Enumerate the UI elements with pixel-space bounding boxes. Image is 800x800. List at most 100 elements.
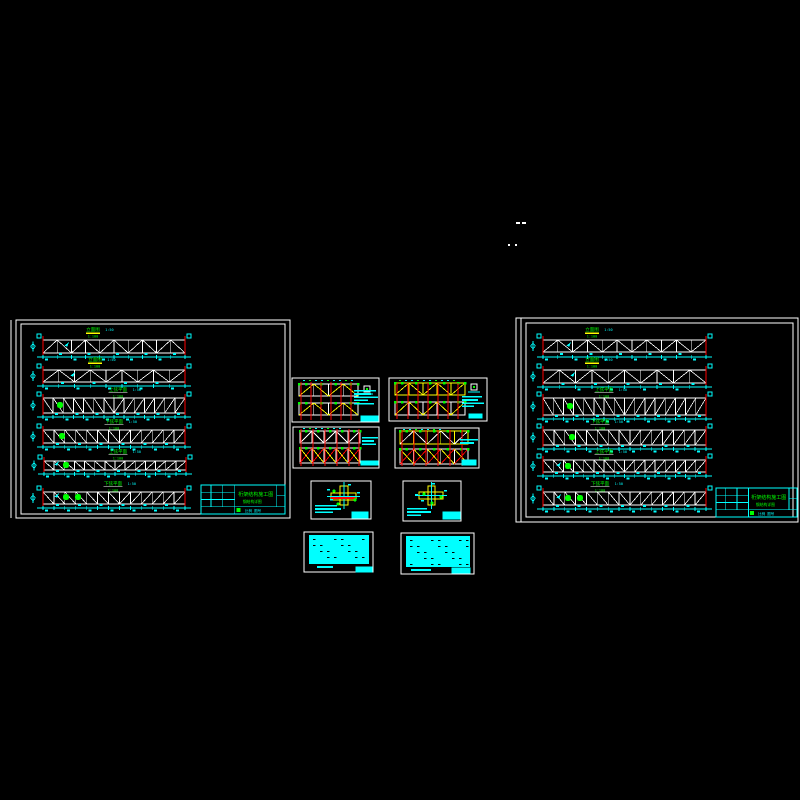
truss-diagonal bbox=[675, 397, 686, 416]
dim-text-blob bbox=[642, 505, 646, 507]
truss-diagonal bbox=[673, 369, 690, 384]
table-cell-text bbox=[431, 540, 434, 542]
truss-diagonal bbox=[607, 369, 625, 384]
dim-text-blob bbox=[176, 509, 180, 512]
dimension-line bbox=[37, 382, 191, 390]
note-line bbox=[407, 514, 421, 516]
panel-border bbox=[394, 427, 480, 469]
truss-diagonal bbox=[141, 491, 153, 505]
truss-diagonal bbox=[624, 459, 635, 473]
node-mark bbox=[56, 401, 64, 409]
corner-mark bbox=[707, 333, 713, 339]
top-annotation bbox=[423, 380, 425, 382]
truss-diagonal bbox=[74, 460, 85, 471]
table-cell-text bbox=[348, 551, 351, 553]
top-annotation bbox=[321, 428, 323, 430]
corner-mark bbox=[536, 423, 542, 429]
truss-diagonal bbox=[71, 339, 86, 354]
truss-diagonal bbox=[53, 460, 65, 471]
truss-diagonal bbox=[164, 397, 176, 414]
top-annotation bbox=[345, 380, 347, 382]
table-cell-text bbox=[438, 540, 441, 542]
table-cell-text bbox=[341, 545, 344, 547]
table-cell-text bbox=[431, 564, 434, 566]
row-sublabel: 1:100 bbox=[599, 395, 610, 399]
truss-diagonal bbox=[603, 459, 615, 473]
dim-text-blob bbox=[593, 383, 597, 385]
gusset-mark bbox=[305, 382, 308, 386]
top-annotation bbox=[435, 380, 437, 382]
truss-diagonal bbox=[624, 369, 642, 384]
gusset-mark bbox=[398, 447, 402, 451]
dim-text-blob bbox=[616, 472, 620, 474]
top-annotation bbox=[405, 380, 407, 382]
dim-text-blob bbox=[693, 358, 697, 361]
dim-text-blob bbox=[631, 450, 635, 453]
dim-text-blob bbox=[653, 450, 657, 453]
corner-mark bbox=[707, 363, 713, 369]
truss-diagonal bbox=[597, 491, 609, 506]
dimension-line bbox=[537, 505, 712, 513]
corner-mark bbox=[36, 423, 42, 429]
sheet-left: 立面图1:1001:50立面图1:1001:50上弦平面1:1001:50下弦平… bbox=[10, 319, 291, 519]
table-cell-text bbox=[438, 564, 441, 566]
truss-diagonal bbox=[640, 491, 652, 506]
row-scale-note: 1:50 bbox=[128, 482, 136, 486]
truss-diagonal bbox=[173, 491, 186, 505]
notes-text-block bbox=[462, 396, 484, 408]
truss-diagonal bbox=[553, 429, 566, 446]
dim-text-blob bbox=[606, 420, 610, 423]
truss-diagonal bbox=[175, 460, 187, 471]
top-annotation bbox=[315, 380, 317, 382]
corner-mark bbox=[536, 363, 542, 369]
top-annotation bbox=[333, 428, 335, 430]
dim-text-blob bbox=[132, 509, 136, 512]
row-scale-note: 1:50 bbox=[133, 388, 141, 392]
leader-arrow bbox=[566, 342, 571, 347]
row-label: 立面图 bbox=[86, 326, 100, 333]
dim-text-blob bbox=[66, 448, 70, 451]
joint-panel-1 bbox=[310, 480, 372, 520]
strip-diagonal bbox=[311, 447, 325, 464]
dim-text-blob bbox=[171, 387, 175, 390]
truss-diagonal bbox=[162, 429, 175, 444]
gusset-mark bbox=[419, 429, 422, 433]
truss-diagonal bbox=[542, 369, 560, 384]
row-label: 立面图 bbox=[88, 356, 102, 363]
gusset-mark bbox=[442, 400, 446, 404]
dim-text-blob bbox=[677, 472, 681, 474]
truss-diagonal bbox=[103, 397, 115, 414]
schedule-table-1 bbox=[303, 531, 374, 573]
dimension-line bbox=[37, 413, 191, 421]
note-line bbox=[460, 439, 478, 441]
truss-diagonal bbox=[43, 460, 55, 471]
gusset-mark bbox=[398, 429, 402, 433]
title-text-main: 桁架结构施工图 bbox=[751, 494, 786, 501]
dim-text-blob bbox=[646, 420, 650, 423]
panel-border bbox=[292, 426, 380, 469]
notes-text-block bbox=[315, 505, 341, 513]
gusset-mark bbox=[400, 400, 404, 404]
table-caption bbox=[317, 566, 333, 568]
dim-text-blob bbox=[144, 353, 148, 355]
row-sublabel: 1:100 bbox=[109, 427, 120, 431]
top-annotation bbox=[309, 380, 311, 382]
table-cell-text bbox=[320, 545, 323, 547]
truss-diagonal bbox=[542, 459, 554, 473]
detail-panel-3 bbox=[292, 426, 380, 469]
table-cell-text bbox=[438, 546, 441, 548]
top-annotation bbox=[409, 429, 411, 431]
row-scale-note: 1:50 bbox=[619, 450, 627, 454]
note-line bbox=[407, 511, 431, 513]
truss-diagonal bbox=[634, 397, 646, 416]
dim-text-blob bbox=[604, 358, 608, 361]
truss-diagonal bbox=[97, 429, 109, 444]
truss-diagonal bbox=[651, 491, 663, 506]
truss-diagonal bbox=[144, 397, 155, 414]
leader-arrow bbox=[70, 372, 75, 377]
truss-diagonal bbox=[93, 397, 105, 414]
dim-text-blob bbox=[56, 470, 60, 472]
truss-row: 上弦平面 1:100 1:50 bbox=[31, 448, 193, 478]
joint-panel-2 bbox=[402, 480, 462, 522]
